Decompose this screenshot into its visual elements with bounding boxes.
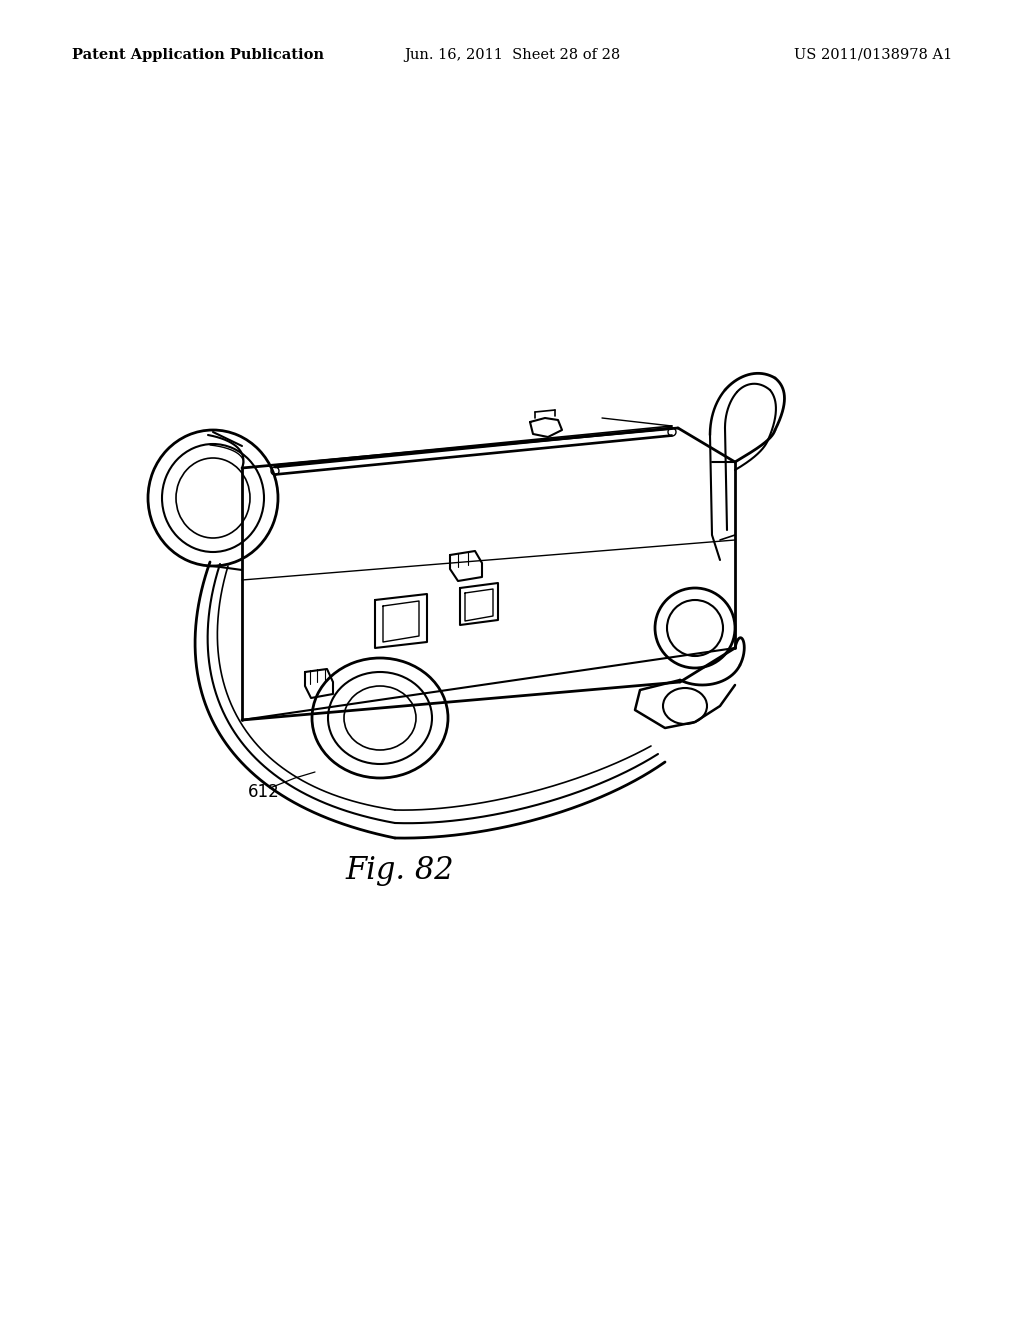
Text: Patent Application Publication: Patent Application Publication: [72, 48, 324, 62]
Text: 612: 612: [248, 783, 280, 801]
Text: Jun. 16, 2011  Sheet 28 of 28: Jun. 16, 2011 Sheet 28 of 28: [403, 48, 621, 62]
Text: US 2011/0138978 A1: US 2011/0138978 A1: [794, 48, 952, 62]
Text: Fig. 82: Fig. 82: [346, 854, 455, 886]
